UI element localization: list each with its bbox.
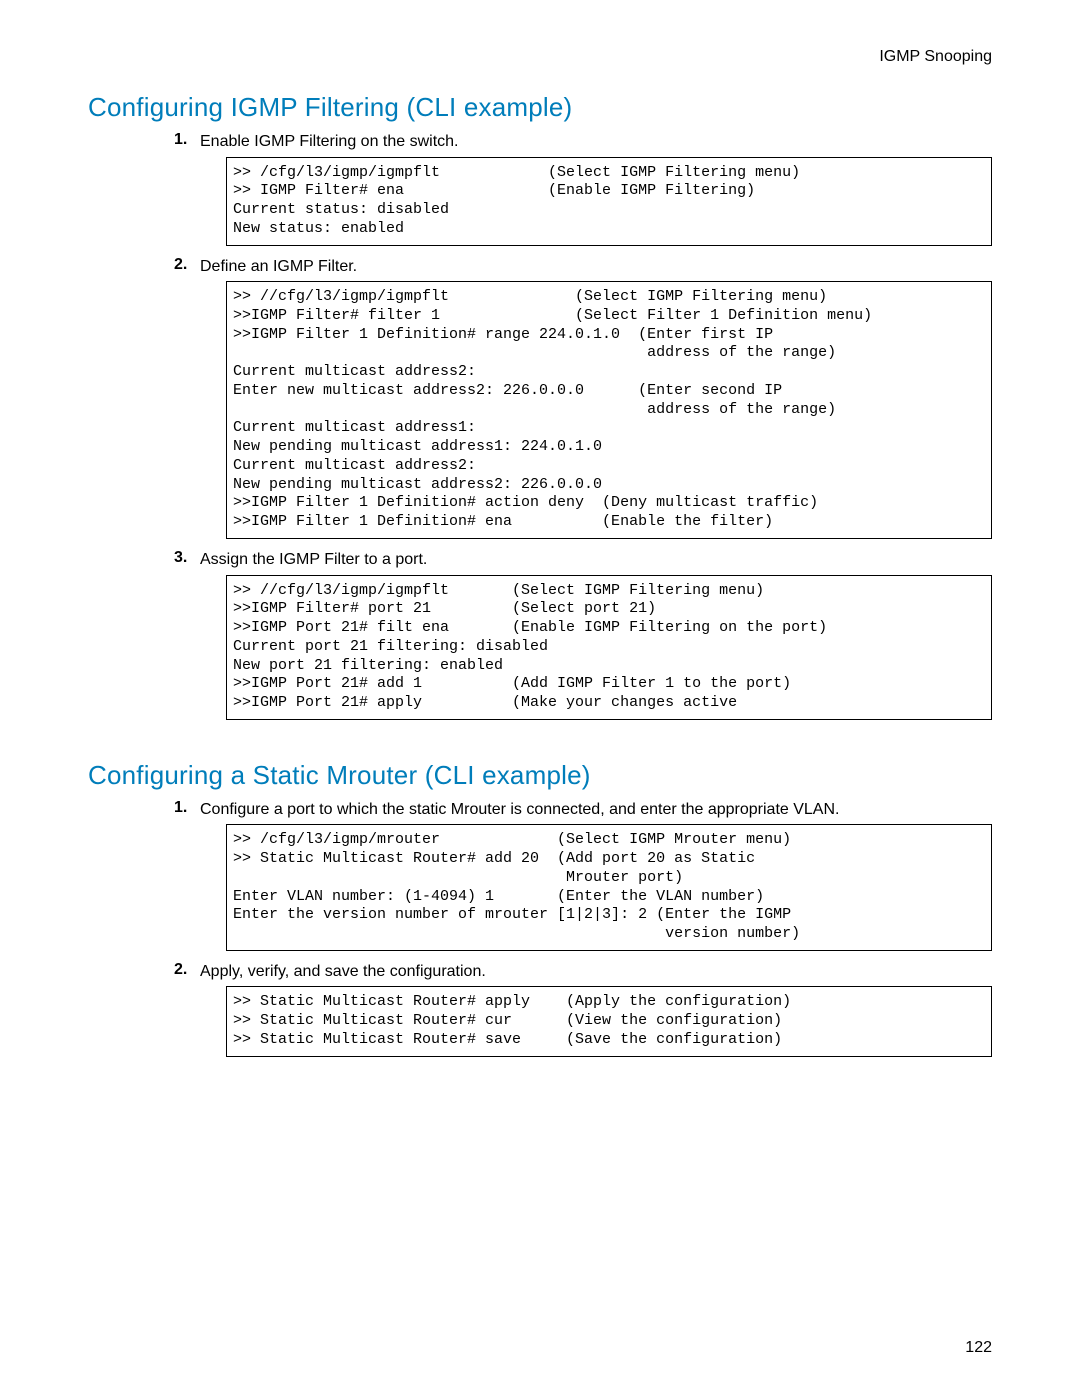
step-number: 1. (174, 799, 187, 817)
step-item: 3. Assign the IGMP Filter to a port. >> … (88, 549, 992, 720)
steps-list-filtering: 1. Enable IGMP Filtering on the switch. … (88, 131, 992, 720)
step-number: 2. (174, 256, 187, 274)
step-text: Apply, verify, and save the configuratio… (200, 961, 992, 983)
step-item: 1. Configure a port to which the static … (88, 799, 992, 951)
step-number: 3. (174, 549, 187, 567)
steps-list-mrouter: 1. Configure a port to which the static … (88, 799, 992, 1057)
code-block: >> Static Multicast Router# apply (Apply… (226, 986, 992, 1056)
step-text: Enable IGMP Filtering on the switch. (200, 131, 992, 153)
step-text: Configure a port to which the static Mro… (200, 799, 992, 821)
code-block: >> /cfg/l3/igmp/igmpflt (Select IGMP Fil… (226, 157, 992, 246)
step-number: 2. (174, 961, 187, 979)
section-title-igmp-filtering: Configuring IGMP Filtering (CLI example) (88, 92, 992, 123)
section-title-static-mrouter: Configuring a Static Mrouter (CLI exampl… (88, 760, 992, 791)
header-category: IGMP Snooping (879, 48, 992, 66)
step-text: Assign the IGMP Filter to a port. (200, 549, 992, 571)
step-item: 1. Enable IGMP Filtering on the switch. … (88, 131, 992, 246)
step-item: 2. Apply, verify, and save the configura… (88, 961, 992, 1057)
step-number: 1. (174, 131, 187, 149)
code-block: >> //cfg/l3/igmp/igmpflt (Select IGMP Fi… (226, 575, 992, 720)
code-block: >> /cfg/l3/igmp/mrouter (Select IGMP Mro… (226, 824, 992, 951)
page: IGMP Snooping Configuring IGMP Filtering… (0, 0, 1080, 1397)
code-block: >> //cfg/l3/igmp/igmpflt (Select IGMP Fi… (226, 281, 992, 539)
step-text: Define an IGMP Filter. (200, 256, 992, 278)
step-item: 2. Define an IGMP Filter. >> //cfg/l3/ig… (88, 256, 992, 539)
page-number: 122 (965, 1339, 992, 1357)
